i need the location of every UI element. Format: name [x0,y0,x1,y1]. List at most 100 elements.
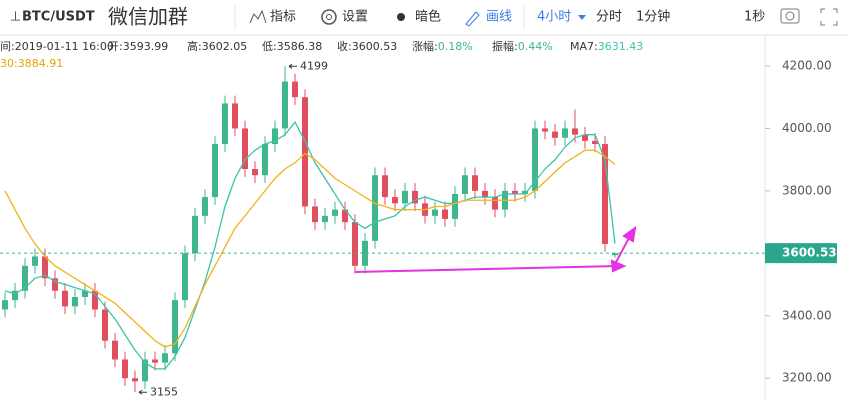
info-item: MA7:3631.43 [570,40,643,53]
candle-body [512,190,518,194]
candle-body [592,140,598,145]
candle-body [72,297,78,307]
info-value: 0.44% [518,40,553,53]
candle-body [142,359,148,382]
candle-body [62,290,68,307]
extreme-label: 3155 [150,385,178,398]
y-tick-label: 4200.00 [782,58,832,72]
screenshot-button[interactable] [780,8,800,24]
candle-body [102,309,108,341]
candle-body [192,215,198,254]
symbol-icon: ⊥ [10,10,21,25]
candle-body [282,81,288,129]
candle-body [332,209,338,216]
candle-body [612,253,618,256]
annotation-arrow [138,389,147,395]
indicator-icon [249,9,267,24]
info-ma30: 30:3884.91 [0,57,63,70]
candle-body [392,197,398,204]
settings-icon [321,9,337,25]
ma-line [4,120,616,370]
candle-body [202,197,208,216]
candle-body [122,359,128,379]
candle-body [482,190,488,198]
info-label: 收: [337,39,352,53]
candle-body [272,128,278,145]
candle-body [82,290,88,298]
info-value: 3586.38 [277,40,323,53]
candle-body [2,300,8,310]
symbol[interactable]: BTC/USDT [22,10,95,25]
group-text: 微信加群 [108,5,188,29]
extreme-label: 4199 [300,59,328,72]
info-items: 开:3593.99 高:3602.05 低:3586.38 收:3600.53 涨幅:0… [108,39,643,53]
candle-body [342,209,348,223]
candle-body [292,81,298,98]
candle-body [372,175,378,241]
candle-body [542,128,548,132]
candle-body [602,144,608,244]
dropdown-icon [578,15,586,20]
camera-lens [785,11,795,21]
user-drawing [354,225,637,273]
timeshare-button[interactable]: 分时 [596,10,622,25]
info-item: 开:3593.99 [108,40,168,53]
candle-body [252,169,258,176]
y-tick-label: 3800.00 [782,183,832,197]
candle-body [532,128,538,191]
candle-body [22,265,28,291]
candle-body [352,222,358,266]
y-tick-label: 3400.00 [782,308,832,322]
candle-body [152,359,158,363]
candle-body [412,190,418,204]
candle-body [132,378,138,382]
info-label: 高: [187,39,202,53]
candle-body [112,340,118,360]
info-item: 收:3600.53 [337,39,397,53]
drawn-arrowhead [622,225,637,243]
info-value: 3593.99 [123,40,169,53]
second-button[interactable]: 1秒 [744,10,765,25]
settings-button[interactable]: 设置 [342,10,368,25]
candle-body [322,215,328,223]
info-item: 涨幅:0.18% [412,40,473,53]
candle-body [362,240,368,266]
candle-body [452,193,458,219]
info-label: 振幅: [492,39,518,53]
info-value: 3600.53 [352,40,398,53]
plot: 3200.003400.003600.003800.004000.004200.… [0,58,837,398]
candle-body [462,175,468,194]
interval-button[interactable]: 4小时 [537,10,571,25]
info-label: 涨幅: [412,40,438,53]
candle-body [212,144,218,198]
info-label: 开: [108,40,123,53]
candle-body [562,128,568,138]
candle-body [582,134,588,141]
candle-body [442,209,448,219]
candle-body [312,206,318,223]
draw-button[interactable]: 画线 [486,10,512,25]
candle-body [552,131,558,138]
info-time: 间:2019-01-11 16:00 [0,40,114,53]
price-tag-label: 3600.53 [782,246,837,260]
candle-body [222,103,228,145]
settings-icon-core [326,14,332,20]
candle-body [172,300,178,354]
info-value: 3602.05 [202,40,248,53]
minute-button[interactable]: 1分钟 [636,9,670,25]
fullscreen-button[interactable] [820,8,838,26]
info-item: 低:3586.38 [262,40,322,53]
candle-body [382,175,388,198]
info-item: 振幅:0.44% [492,39,553,53]
annotation-arrow [288,63,297,69]
candle-body [572,128,578,135]
info-label: 低: [262,40,277,53]
info-value: 3631.43 [598,40,644,53]
drawn-line [354,265,619,273]
y-tick-label: 4000.00 [782,121,832,135]
candle-body [522,190,528,194]
candle-body [242,128,248,170]
indicator-button[interactable]: 指标 [270,10,296,25]
dark-button[interactable]: 暗色 [415,9,441,25]
